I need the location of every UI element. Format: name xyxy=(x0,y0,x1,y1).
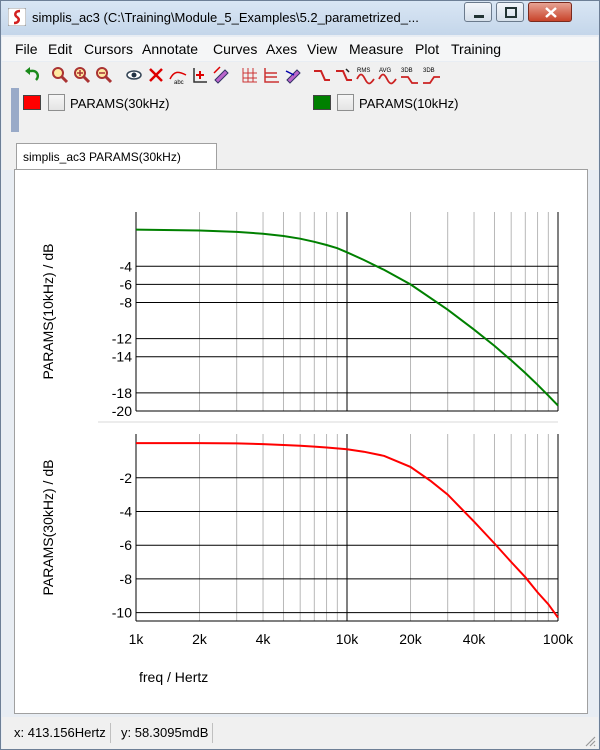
bode-plot[interactable]: -4 -6 -8 -12 -14 -18 -20 PARAMS(10kHz) / dB -2 -4… xyxy=(15,170,587,713)
3db-high-label: 3DB xyxy=(423,68,435,74)
avg-label: AVG xyxy=(379,68,392,74)
zoom-full-icon[interactable] xyxy=(50,65,70,85)
legend-bar: PARAMS(30kHz) PARAMS(10kHz) xyxy=(2,88,598,140)
plot-area[interactable]: -4 -6 -8 -12 -14 -18 -20 PARAMS(10kHz) / dB -2 -4… xyxy=(14,169,588,714)
y-tick-label: -10 xyxy=(112,605,132,621)
grid-icon[interactable] xyxy=(240,65,260,85)
curves xyxy=(135,228,559,619)
x-tick-label: 40k xyxy=(463,631,487,647)
rms-icon[interactable]: RMS xyxy=(356,65,376,85)
status-bar: x: 413.156Hertz y: 58.3095mdB xyxy=(2,717,598,749)
delete-curve-icon[interactable] xyxy=(146,65,166,85)
curve-params10khz xyxy=(135,228,559,407)
curve-style-icon[interactable] xyxy=(284,65,304,85)
x-tick-label: 10k xyxy=(336,631,360,647)
menu-training[interactable]: Training xyxy=(451,41,502,57)
3db-low-icon[interactable]: 3DB xyxy=(400,65,420,85)
x-axis-label: freq / Hertz xyxy=(139,669,208,685)
minimize-icon xyxy=(474,15,484,18)
close-icon xyxy=(545,7,557,18)
title-bar[interactable]: simplis_ac3 (C:\Training\Module_5_Exampl… xyxy=(1,1,599,35)
y-tick-label: -4 xyxy=(120,503,133,519)
eye-icon[interactable] xyxy=(124,65,144,85)
zoom-in-icon[interactable] xyxy=(72,65,92,85)
3db-high-icon[interactable]: 3DB xyxy=(422,65,442,85)
legend-label-10khz: PARAMS(10kHz) xyxy=(359,96,459,111)
resize-grip-icon[interactable] xyxy=(584,735,596,747)
rms-label: RMS xyxy=(357,68,370,74)
maximize-icon xyxy=(505,7,517,18)
legend-label-30khz: PARAMS(30kHz) xyxy=(70,96,170,111)
minimize-button[interactable] xyxy=(464,2,492,22)
menu-view[interactable]: View xyxy=(307,41,338,57)
simplis-app-icon xyxy=(8,8,26,26)
y-tick-label: -4 xyxy=(120,258,133,274)
toolbar: abc RMS AVG 3DB 3DB xyxy=(2,62,598,88)
legend-drag-handle[interactable] xyxy=(11,88,19,132)
menu-edit[interactable]: Edit xyxy=(48,41,73,57)
maximize-button[interactable] xyxy=(496,2,524,22)
y-tick-label: -6 xyxy=(120,537,133,553)
y-tick-label: -14 xyxy=(112,349,132,365)
x-tick-label: 100k xyxy=(543,631,574,647)
stack-icon[interactable] xyxy=(262,65,282,85)
x-tick-label: 2k xyxy=(192,631,208,647)
menu-cursors[interactable]: Cursors xyxy=(84,41,134,57)
status-y-readout: y: 58.3095mdB xyxy=(117,723,214,743)
edit-curve-icon[interactable] xyxy=(212,65,232,85)
legend-checkbox-10khz[interactable] xyxy=(337,94,354,111)
tab-simplis-ac3[interactable]: simplis_ac3 PARAMS(30kHz) xyxy=(16,143,217,170)
tab-label: simplis_ac3 PARAMS(30kHz) xyxy=(23,150,181,164)
add-axis-icon[interactable] xyxy=(190,65,210,85)
menu-measure[interactable]: Measure xyxy=(349,41,404,57)
y-tick-label: -2 xyxy=(120,470,133,486)
legend-swatch-30khz[interactable] xyxy=(23,95,41,110)
y-tick-label: -20 xyxy=(112,403,132,419)
avg-icon[interactable]: AVG xyxy=(378,65,398,85)
menu-curves[interactable]: Curves xyxy=(213,41,258,57)
zoom-out-icon[interactable] xyxy=(94,65,114,85)
menu-axes[interactable]: Axes xyxy=(266,41,298,57)
menu-bar: File Edit Cursors Annotate Curves Axes V… xyxy=(2,37,598,61)
y-tick-label: -18 xyxy=(112,385,132,401)
grid xyxy=(136,212,558,621)
undo-icon[interactable] xyxy=(22,65,42,85)
step-down-icon[interactable] xyxy=(334,65,354,85)
close-button[interactable] xyxy=(528,2,572,22)
menu-file[interactable]: File xyxy=(15,41,38,57)
step-up-icon[interactable] xyxy=(312,65,332,85)
tab-strip: simplis_ac3 PARAMS(30kHz) xyxy=(2,140,598,170)
y-axis-label: PARAMS(30kHz) / dB xyxy=(40,460,56,596)
menu-plot[interactable]: Plot xyxy=(415,41,440,57)
x-tick-label: 20k xyxy=(399,631,423,647)
x-tick-label: 1k xyxy=(129,631,145,647)
x-tick-label: 4k xyxy=(256,631,272,647)
y-tick-label: -8 xyxy=(120,294,133,310)
y-axis-label: PARAMS(10kHz) / dB xyxy=(40,244,56,380)
axes xyxy=(98,212,559,622)
window-title: simplis_ac3 (C:\Training\Module_5_Exampl… xyxy=(32,10,419,25)
y-tick-label: -8 xyxy=(120,571,133,587)
curve-params30khz xyxy=(136,442,559,619)
axis-labels: -4 -6 -8 -12 -14 -18 -20 PARAMS(10kHz) / dB -2 -4… xyxy=(40,244,574,685)
label-curve-icon[interactable]: abc xyxy=(168,65,188,85)
menu-annotate[interactable]: Annotate xyxy=(142,41,199,57)
legend-checkbox-30khz[interactable] xyxy=(48,94,65,111)
y-tick-label: -6 xyxy=(120,276,133,292)
y-tick-label: -12 xyxy=(112,331,132,347)
legend-swatch-10khz[interactable] xyxy=(313,95,331,110)
3db-low-label: 3DB xyxy=(401,68,413,74)
status-x-readout: x: 413.156Hertz xyxy=(10,723,111,743)
svg-text:abc: abc xyxy=(174,80,184,85)
